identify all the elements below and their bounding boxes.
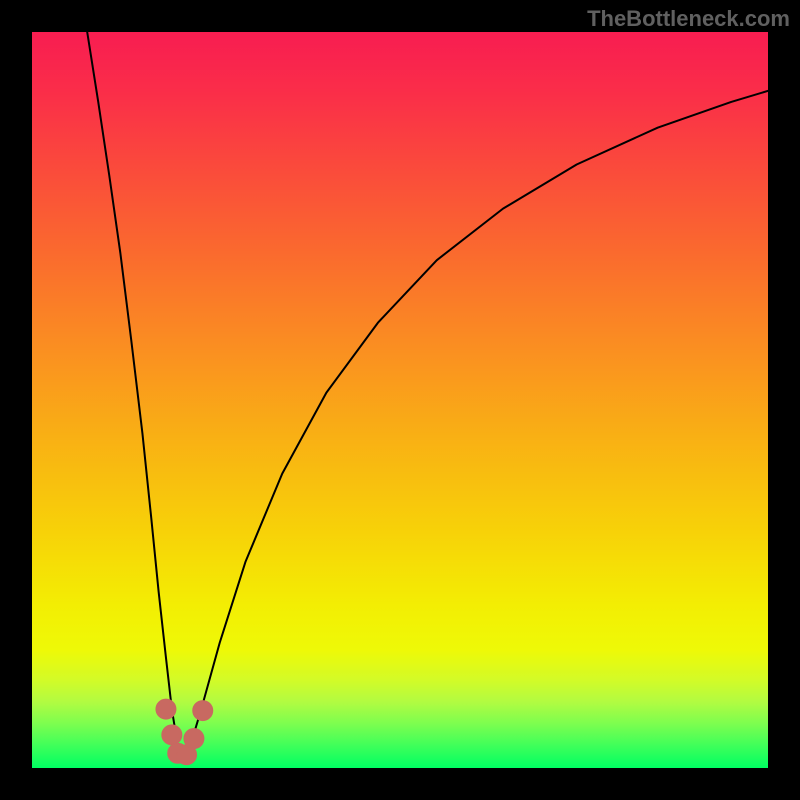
gradient-background bbox=[32, 32, 768, 768]
chart-frame bbox=[32, 32, 768, 768]
watermark-text: TheBottleneck.com bbox=[587, 6, 790, 32]
gradient-plot bbox=[32, 32, 768, 768]
